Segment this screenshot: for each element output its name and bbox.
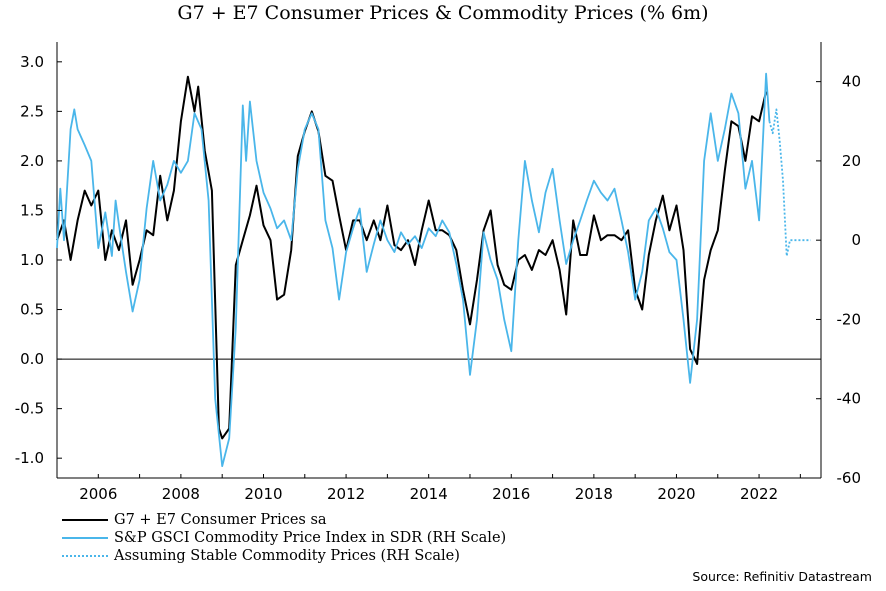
left-tick-label: 1.5 [20, 201, 44, 219]
legend-item-stable-commodity: Assuming Stable Commodity Prices (RH Sca… [62, 547, 506, 565]
legend-label: G7 + E7 Consumer Prices sa [114, 512, 327, 528]
left-tick-label: 2.5 [20, 102, 44, 120]
axes [56, 42, 822, 479]
x-tick-label: 2008 [162, 485, 200, 503]
legend-label: Assuming Stable Commodity Prices (RH Sca… [114, 548, 460, 564]
legend-label: S&P GSCI Commodity Price Index in SDR (R… [114, 530, 507, 546]
left-tick-label: -0.5 [15, 400, 44, 418]
legend-swatch-blue-dotted [62, 555, 108, 557]
left-tick-label: 1.0 [20, 251, 44, 269]
x-tick-label: 2018 [575, 485, 613, 503]
legend-item-commodity-index: S&P GSCI Commodity Price Index in SDR (R… [62, 529, 506, 547]
series-line-1 [56, 72, 771, 467]
legend-item-consumer-prices: G7 + E7 Consumer Prices sa [62, 511, 506, 529]
x-tick-label: 2010 [244, 485, 282, 503]
x-tick-label: 2020 [657, 485, 695, 503]
series-layer [56, 72, 811, 467]
left-tick-label: 0.5 [20, 301, 44, 319]
series-line-2 [768, 108, 811, 257]
chart-title: G7 + E7 Consumer Prices & Commodity Pric… [177, 2, 709, 24]
right-tick-label: 20 [842, 152, 861, 170]
legend: G7 + E7 Consumer Prices sa S&P GSCI Comm… [62, 511, 506, 565]
right-tick-label: -20 [837, 310, 862, 328]
left-tick-label: 3.0 [20, 53, 44, 71]
x-tick-label: 2006 [79, 485, 117, 503]
right-tick-label: 40 [842, 73, 861, 91]
right-tick-label: -60 [837, 469, 862, 487]
left-tick-label: -1.0 [15, 449, 44, 467]
x-tick-label: 2014 [410, 485, 448, 503]
x-tick-label: 2012 [327, 485, 365, 503]
right-tick-label: 0 [851, 231, 861, 249]
source-note: Source: Refinitiv Datastream [692, 569, 872, 584]
left-tick-label: 2.0 [20, 152, 44, 170]
x-tick-label: 2022 [740, 485, 778, 503]
left-tick-label: 0.0 [20, 350, 44, 368]
right-tick-label: -40 [837, 390, 862, 408]
series-line-0 [56, 75, 768, 440]
x-tick-label: 2016 [492, 485, 530, 503]
legend-swatch-blue-line [62, 537, 108, 539]
legend-swatch-black-line [62, 519, 108, 521]
ticks: 3.0 2.5 2.0 1.5 1.0 0.5 0.0 -0.5 -1.0 40 20 0 -20 -40… [15, 53, 861, 503]
